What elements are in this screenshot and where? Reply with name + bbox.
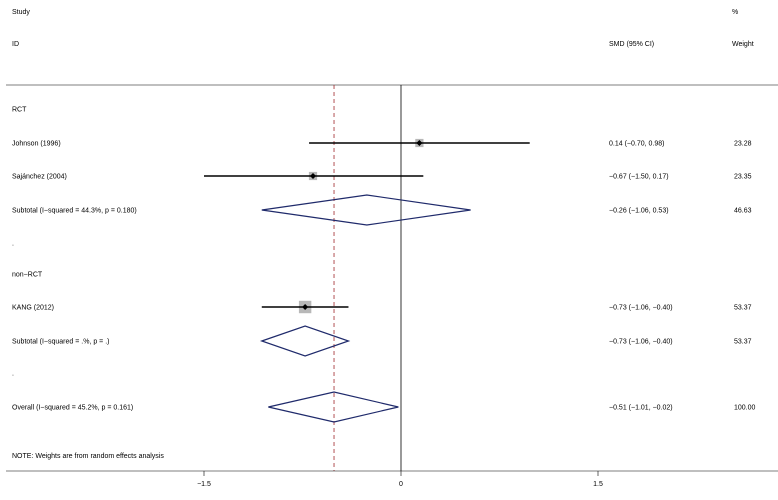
x-tick-label: 1.5 <box>593 481 603 488</box>
ci-text: −0.67 (−1.50, 0.17) <box>609 174 669 181</box>
footnote: NOTE: Weights are from random effects an… <box>12 453 164 460</box>
ci-text: −0.73 (−1.06, −0.40) <box>609 305 673 312</box>
row-label: non−RCT <box>12 272 43 279</box>
point-estimate <box>302 304 309 310</box>
weight-value: 46.63 <box>734 208 752 215</box>
row-label: Overall (I−squared = 45.2%, p = 0.161) <box>12 405 133 412</box>
rows-layer: RCT Johnson (1996) 0.14 (−0.70, 0.98) 23.28… <box>12 107 756 412</box>
weight-value: 23.28 <box>734 141 752 148</box>
ci-text: −0.51 (−1.01, −0.02) <box>609 405 673 412</box>
weight-value: 100.00 <box>734 405 756 412</box>
header-percent: % <box>732 9 738 16</box>
point-estimate <box>310 173 317 179</box>
row-label: Subtotal (I−squared = .%, p = .) <box>12 339 109 346</box>
header-weight: Weight <box>732 41 754 48</box>
subtotal-diamond <box>259 325 351 357</box>
marks-layer <box>204 85 530 471</box>
x-tick-label: −1.5 <box>197 481 211 488</box>
ci-text: −0.73 (−1.06, −0.40) <box>609 339 673 346</box>
row-label: . <box>12 371 14 378</box>
weight-value: 53.37 <box>734 305 752 312</box>
x-tick-label: 0 <box>399 481 403 488</box>
row-label: Subtotal (I−squared = 44.3%, p = 0.180) <box>12 208 137 215</box>
ci-text: 0.14 (−0.70, 0.98) <box>609 141 664 148</box>
header-smd: SMD (95% CI) <box>609 41 654 48</box>
overall-diamond <box>268 391 399 423</box>
header-id: ID <box>12 41 19 48</box>
point-estimate <box>416 140 423 146</box>
weight-value: 23.35 <box>734 174 752 181</box>
ci-text: −0.26 (−1.06, 0.53) <box>609 208 669 215</box>
row-label: RCT <box>12 107 27 114</box>
row-label: KANG (2012) <box>12 305 54 312</box>
weight-value: 53.37 <box>734 339 752 346</box>
x-axis-ticks: −1.5 0 1.5 <box>197 471 603 488</box>
subtotal-diamond <box>261 194 471 226</box>
row-label: Saјánchez (2004) <box>12 174 67 181</box>
row-label: Johnson (1996) <box>12 141 61 148</box>
row-label: . <box>12 241 14 248</box>
header-study: Study <box>12 9 30 16</box>
